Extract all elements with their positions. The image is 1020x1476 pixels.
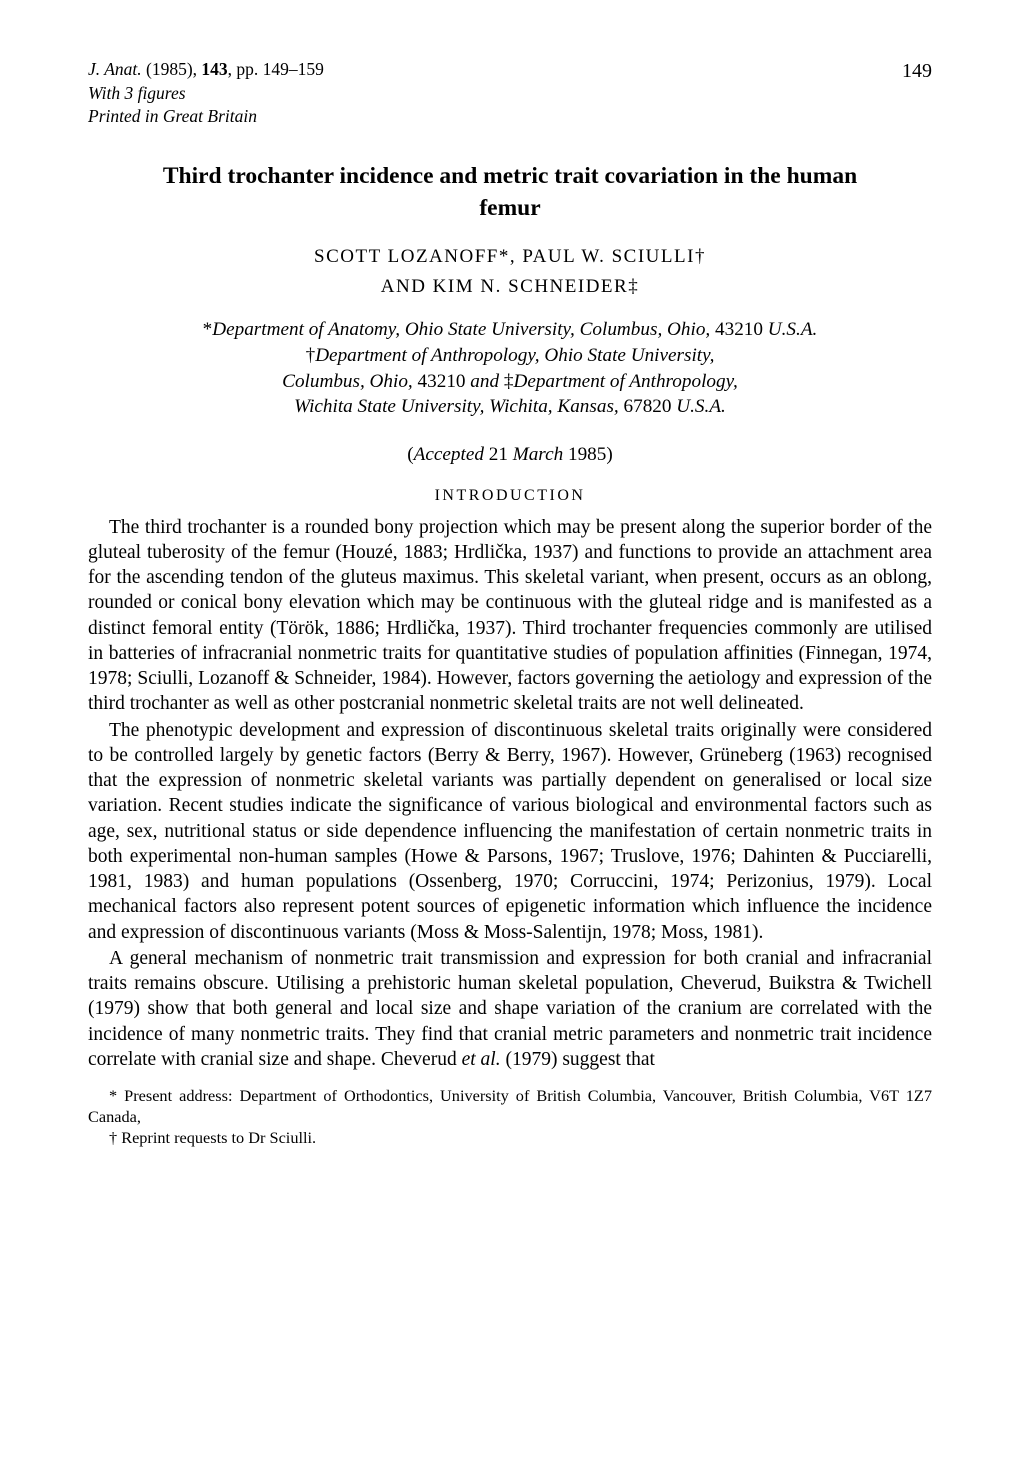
affil-4: Wichita State University, Wichita, Kansa… [294, 396, 623, 417]
body-paragraph-1: The third trochanter is a rounded bony p… [88, 515, 932, 717]
authors-line2: AND KIM N. SCHNEIDER‡ [381, 276, 639, 297]
accepted-label: Accepted [414, 444, 489, 465]
section-heading-introduction: INTRODUCTION [88, 485, 932, 506]
journal-year: (1985), [142, 59, 202, 79]
body-paragraph-3: A general mechanism of nonmetric trait t… [88, 946, 932, 1072]
affil-4-usa: U.S.A. [676, 396, 726, 417]
authors: SCOTT LOZANOFF*, PAUL W. SCIULLI† AND KI… [88, 242, 932, 301]
para3-part-b: (1979) suggest that [501, 1049, 655, 1070]
accepted-year: 1985 [568, 444, 606, 465]
affil-3-and: and [470, 371, 504, 392]
journal-header: J. Anat. (1985), 143, pp. 149–159 With 3… [88, 58, 324, 129]
affil-1-usa: U.S.A. [768, 319, 818, 340]
journal-printed: Printed in Great Britain [88, 106, 257, 126]
affil-2: Department of Anthropology, Ohio State U… [315, 345, 714, 366]
footnote-2: † Reprint requests to Dr Sciulli. [88, 1128, 932, 1149]
affil-4-zip: 67820 [624, 396, 677, 417]
footnote-1: * Present address: Department of Orthodo… [88, 1086, 932, 1128]
article-title: Third trochanter incidence and metric tr… [130, 161, 890, 224]
accepted-day: 21 [489, 444, 513, 465]
journal-figures: With 3 figures [88, 83, 186, 103]
accepted-month: March [513, 444, 568, 465]
page-number: 149 [902, 58, 932, 84]
accepted-close: ) [606, 444, 612, 465]
journal-pages: , pp. 149–159 [228, 59, 324, 79]
footnotes: * Present address: Department of Orthodo… [88, 1086, 932, 1149]
affil-3b: Department of Anthropology, [513, 371, 737, 392]
para3-etal: et al. [462, 1049, 501, 1070]
affil-1a: Department of Anatomy, Ohio State Univer… [212, 319, 715, 340]
journal-name: J. Anat. [88, 59, 142, 79]
affil-1-zip: 43210 [715, 319, 768, 340]
affil-3a: Columbus, Ohio, [282, 371, 417, 392]
affil-marker2: † [306, 345, 316, 366]
affiliations: *Department of Anatomy, Ohio State Unive… [120, 317, 900, 420]
page-header: J. Anat. (1985), 143, pp. 149–159 With 3… [88, 58, 932, 129]
authors-line1: SCOTT LOZANOFF*, PAUL W. SCIULLI† [314, 246, 706, 267]
accepted-date: (Accepted 21 March 1985) [88, 442, 932, 467]
affil-marker1: * [203, 319, 213, 340]
body-paragraph-2: The phenotypic development and expressio… [88, 718, 932, 945]
journal-volume: 143 [201, 59, 227, 79]
affil-3-zip: 43210 [418, 371, 471, 392]
